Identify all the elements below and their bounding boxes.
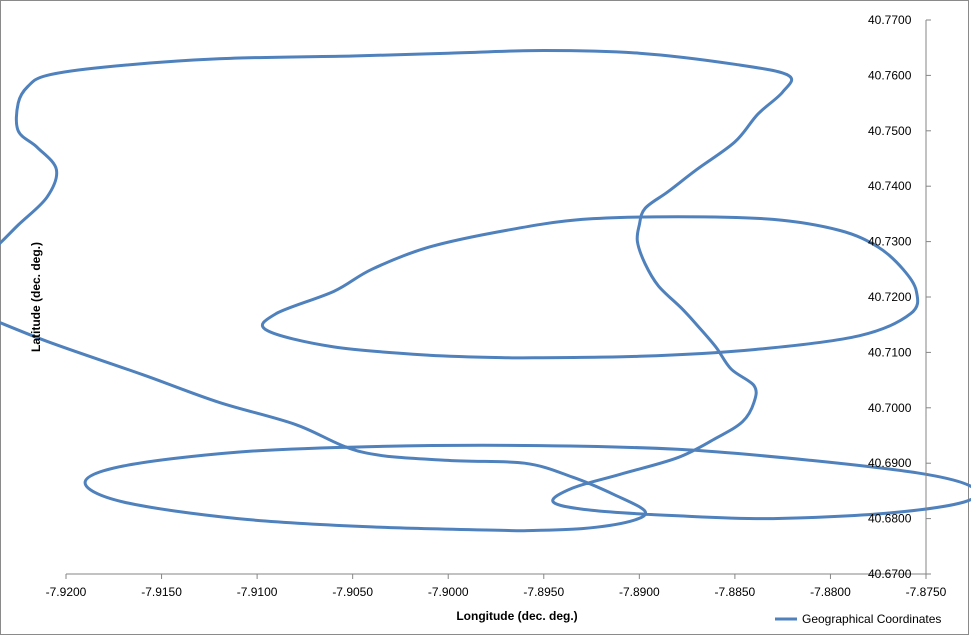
legend-label: Geographical Coordinates [802,612,941,626]
y-tick-label: 40.7000 [868,401,912,415]
y-tick-label: 40.6900 [868,456,912,470]
x-tick-label: -7.8850 [715,585,756,599]
series-line-1 [261,215,920,360]
x-tick-label: -7.9200 [46,585,87,599]
plot-layer [0,49,971,533]
x-tick-label: -7.9000 [428,585,469,599]
y-tick-label: 40.7100 [868,345,912,359]
x-tick-label: -7.8900 [619,585,660,599]
y-axis-title: Latitude (dec. deg.) [29,242,43,352]
y-tick-label: 40.7300 [868,235,912,249]
x-tick-label: -7.8750 [906,585,947,599]
legend: Geographical Coordinates [775,612,941,626]
y-tick-label: 40.7700 [868,13,912,27]
y-tick-label: 40.7600 [868,68,912,82]
y-tick-label: 40.6800 [868,512,912,526]
x-tick-label: -7.8800 [810,585,851,599]
y-tick-label: 40.7200 [868,290,912,304]
x-tick-label: -7.8950 [523,585,564,599]
x-tick-label: -7.9100 [237,585,278,599]
x-tick-label: -7.9150 [141,585,182,599]
y-tick-label: 40.6700 [868,567,912,581]
x-tick-label: -7.9050 [332,585,373,599]
x-axis-title: Longitude (dec. deg.) [456,609,577,623]
y-tick-label: 40.7400 [868,179,912,193]
y-tick-label: 40.7500 [868,124,912,138]
axis-layer: -7.9200 -7.9150 -7.9100 -7.9050 -7.9000 -7.89… [46,13,947,599]
series-line-0 [0,49,971,533]
